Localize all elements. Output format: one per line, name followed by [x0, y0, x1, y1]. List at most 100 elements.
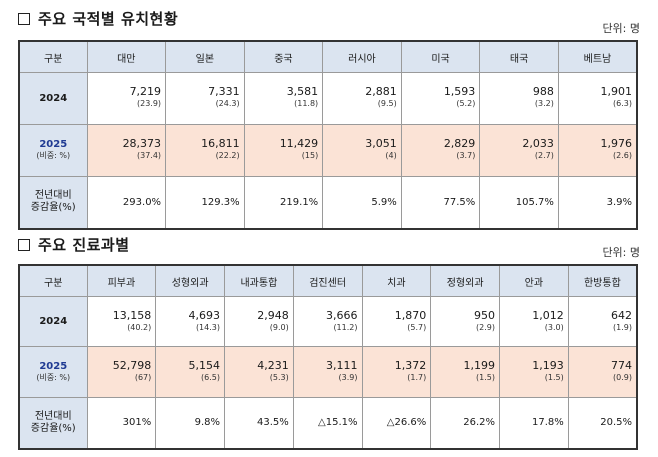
row-label: 전년대비 증감율(%) — [18, 175, 88, 230]
share-value: (15) — [301, 151, 319, 161]
header-cell-category: 구분 — [18, 264, 88, 297]
change-value: 43.5% — [224, 396, 294, 450]
value-cell: 988 (3.2) — [479, 72, 559, 125]
share-value: (24.3) — [215, 99, 240, 109]
share-value: (2.6) — [613, 151, 632, 161]
value-cell: 1,199 (1.5) — [430, 346, 500, 398]
value-cell: 2,033 (2.7) — [479, 123, 559, 177]
unit-label: 단위: 명 — [602, 22, 640, 35]
header-row: 구분 피부과 성형외과 내과통합 검진센터 치과 정형외과 안과 한방통합 — [18, 264, 638, 297]
value-cell: 7,331 (24.3) — [165, 72, 245, 125]
count-value: 774 — [611, 359, 632, 373]
value-cell: 1,593 (5.2) — [400, 72, 481, 125]
row-label-line2: 증감율(%) — [30, 202, 76, 214]
share-value: (5.3) — [269, 373, 289, 383]
count-value: 2,033 — [522, 137, 554, 151]
row-label: 2025 (비중: %) — [18, 346, 88, 398]
row-label-sub: (비중: %) — [36, 373, 71, 383]
count-value: 1,870 — [394, 308, 427, 322]
row-label-line2: 증감율(%) — [30, 422, 76, 434]
row-label-year: 2025 — [39, 361, 68, 373]
value-cell: 11,429 (15) — [243, 123, 324, 177]
share-value: (6.3) — [613, 99, 632, 109]
value-cell: 7,219 (23.9) — [86, 72, 167, 125]
value-cell: 1,012 (3.0) — [499, 295, 569, 348]
row-2025: 2025 (비중: %) 28,373 (37.4) 16,811 (22.2) 11,42… — [18, 123, 638, 177]
change-value: 77.5% — [400, 175, 481, 230]
change-value: △15.1% — [292, 396, 363, 450]
share-value: (3.7) — [456, 151, 476, 161]
count-value: 1,372 — [394, 359, 427, 373]
value-cell: 16,811 (22.2) — [165, 123, 245, 177]
nationality-table: 구분 대만 일본 중국 러시아 미국 태국 베트남 2024 7,219 (23.9) 7,331 (2… — [18, 40, 638, 230]
change-value: △26.6% — [361, 396, 432, 450]
share-value: (14.3) — [195, 322, 220, 332]
header-cell: 대만 — [86, 40, 167, 73]
change-value: 5.9% — [322, 175, 402, 230]
row-2025: 2025 (비중: %) 52,798 (67) 5,154 (6.5) 4,231 (5.3… — [18, 346, 638, 398]
share-value: (5.2) — [456, 99, 476, 109]
value-cell: 4,231 (5.3) — [224, 346, 294, 398]
count-value: 13,158 — [112, 308, 152, 322]
count-value: 1,012 — [532, 308, 564, 322]
share-value: (0.9) — [613, 373, 632, 383]
unit-label: 단위: 명 — [602, 246, 640, 259]
count-value: 1,199 — [463, 359, 496, 373]
change-value: 129.3% — [165, 175, 245, 230]
count-value: 2,881 — [365, 85, 397, 99]
value-cell: 2,881 (9.5) — [322, 72, 402, 125]
share-value: (6.5) — [201, 373, 220, 383]
value-cell: 774 (0.9) — [567, 346, 638, 398]
count-value: 1,193 — [532, 359, 564, 373]
count-value: 5,154 — [188, 359, 221, 373]
share-value: (11.2) — [333, 322, 358, 332]
value-cell: 950 (2.9) — [430, 295, 500, 348]
section-title-nationality: 주요 국적별 유치현황 — [18, 8, 178, 29]
share-value: (1.9) — [613, 322, 632, 332]
count-value: 642 — [611, 308, 632, 322]
row-label: 2024 — [18, 72, 88, 125]
header-cell: 한방통합 — [567, 264, 638, 297]
share-value: (11.8) — [294, 99, 319, 109]
count-value: 1,976 — [600, 137, 633, 151]
share-value: (37.4) — [137, 151, 162, 161]
header-row: 구분 대만 일본 중국 러시아 미국 태국 베트남 — [18, 40, 638, 73]
value-cell: 5,154 (6.5) — [155, 346, 225, 398]
row-label-line1: 전년대비 — [34, 410, 72, 422]
count-value: 950 — [474, 308, 495, 322]
header-cell: 내과통합 — [224, 264, 294, 297]
share-value: (3.2) — [534, 99, 554, 109]
value-cell: 1,870 (5.7) — [361, 295, 432, 348]
share-value: (23.9) — [137, 99, 162, 109]
row-label: 2025 (비중: %) — [18, 123, 88, 177]
header-cell: 일본 — [165, 40, 245, 73]
count-value: 3,051 — [365, 137, 397, 151]
value-cell: 4,693 (14.3) — [155, 295, 225, 348]
row-label: 전년대비 증감율(%) — [18, 396, 88, 450]
share-value: (2.9) — [476, 322, 495, 332]
row-label: 2024 — [18, 295, 88, 348]
count-value: 1,593 — [443, 85, 476, 99]
count-value: 988 — [532, 85, 554, 99]
share-value: (4) — [385, 151, 397, 161]
count-value: 3,666 — [326, 308, 358, 322]
value-cell: 52,798 (67) — [86, 346, 157, 398]
count-value: 1,901 — [600, 85, 633, 99]
count-value: 2,829 — [443, 137, 476, 151]
share-value: (3.9) — [338, 373, 358, 383]
change-value: 219.1% — [243, 175, 324, 230]
change-value: 301% — [86, 396, 157, 450]
count-value: 52,798 — [112, 359, 152, 373]
share-value: (3.0) — [544, 322, 564, 332]
count-value: 11,429 — [279, 137, 319, 151]
count-value: 7,331 — [208, 85, 240, 99]
row-2024: 2024 13,158 (40.2) 4,693 (14.3) 2,948 (9.0) 3,6… — [18, 295, 638, 348]
header-cell: 피부과 — [86, 264, 157, 297]
row-label-year: 2025 — [39, 139, 68, 151]
checkbox-icon — [18, 12, 30, 25]
share-value: (67) — [134, 373, 152, 383]
row-2024: 2024 7,219 (23.9) 7,331 (24.3) 3,581 (11.8) 2,8… — [18, 72, 638, 125]
value-cell: 2,948 (9.0) — [224, 295, 294, 348]
value-cell: 1,976 (2.6) — [557, 123, 638, 177]
count-value: 3,111 — [326, 359, 358, 373]
